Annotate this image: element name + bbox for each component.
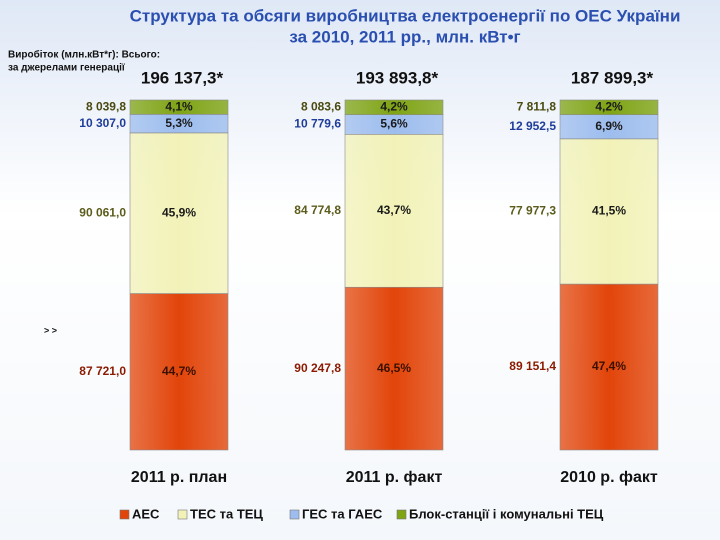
total-label: 193 893,8*	[356, 68, 439, 87]
value-label: 43,7%	[377, 203, 411, 217]
chart-title: Структура та обсяги виробництва електрое…	[130, 6, 681, 25]
value-label: 5,6%	[380, 117, 408, 131]
value-label: 45,9%	[162, 205, 196, 219]
legend-swatch	[396, 509, 407, 520]
legend-swatch	[119, 509, 130, 520]
bar-segment	[344, 286, 444, 451]
bar-segment	[559, 283, 659, 451]
value-label: 4,1%	[165, 99, 193, 113]
value-label: 5,3%	[165, 116, 193, 130]
x-tick-label: 2011 р. факт	[346, 469, 443, 486]
value-label: 41,5%	[592, 204, 626, 218]
amount-label: 12 952,5	[509, 119, 556, 133]
bar-segment	[344, 134, 444, 288]
bar-segment	[344, 99, 444, 115]
bar-segment	[559, 138, 659, 285]
amount-label: 90 247,8	[294, 361, 341, 375]
value-label: 44,7%	[162, 364, 196, 378]
legend-label: ГЕС та ГАЕС	[302, 506, 383, 521]
amount-label: 8 083,6	[301, 100, 341, 114]
legend-label: Блок-станції і комунальні ТЕЦ	[409, 506, 604, 521]
amount-label: 89 151,4	[509, 359, 556, 373]
x-tick-label: 2010 р. факт	[560, 469, 658, 486]
amount-label: 8 039,8	[86, 99, 126, 113]
value-label: 47,4%	[592, 359, 626, 373]
amount-label: 90 061,0	[79, 205, 126, 219]
subtitle: за джерелами генерації	[8, 63, 125, 74]
value-label: 4,2%	[595, 100, 623, 114]
bar-segment	[559, 99, 659, 115]
legend-swatch	[289, 509, 300, 520]
annotation: > >	[44, 325, 57, 335]
subtitle: Виробіток (млн.кВт*г): Всього:	[8, 49, 160, 61]
value-label: 46,5%	[377, 361, 411, 375]
legend-label: ТЕС та ТЕЦ	[190, 506, 263, 521]
legend-swatch	[177, 509, 188, 520]
amount-label: 7 811,8	[517, 100, 557, 114]
x-tick-label: 2011 р. план	[131, 469, 227, 486]
amount-label: 10 307,0	[79, 116, 126, 130]
legend-label: АЕС	[132, 506, 160, 521]
chart-title: за 2010, 2011 рр., млн. кВт•г	[289, 27, 520, 46]
amount-label: 87 721,0	[79, 364, 126, 378]
total-label: 196 137,3*	[141, 68, 224, 87]
value-label: 4,2%	[380, 100, 408, 114]
total-label: 187 899,3*	[571, 68, 654, 87]
amount-label: 10 779,6	[294, 117, 341, 131]
value-label: 6,9%	[595, 119, 623, 133]
amount-label: 77 977,3	[509, 204, 556, 218]
bar-segment	[129, 293, 229, 451]
bar-segment	[129, 99, 229, 115]
amount-label: 84 774,8	[294, 203, 341, 217]
